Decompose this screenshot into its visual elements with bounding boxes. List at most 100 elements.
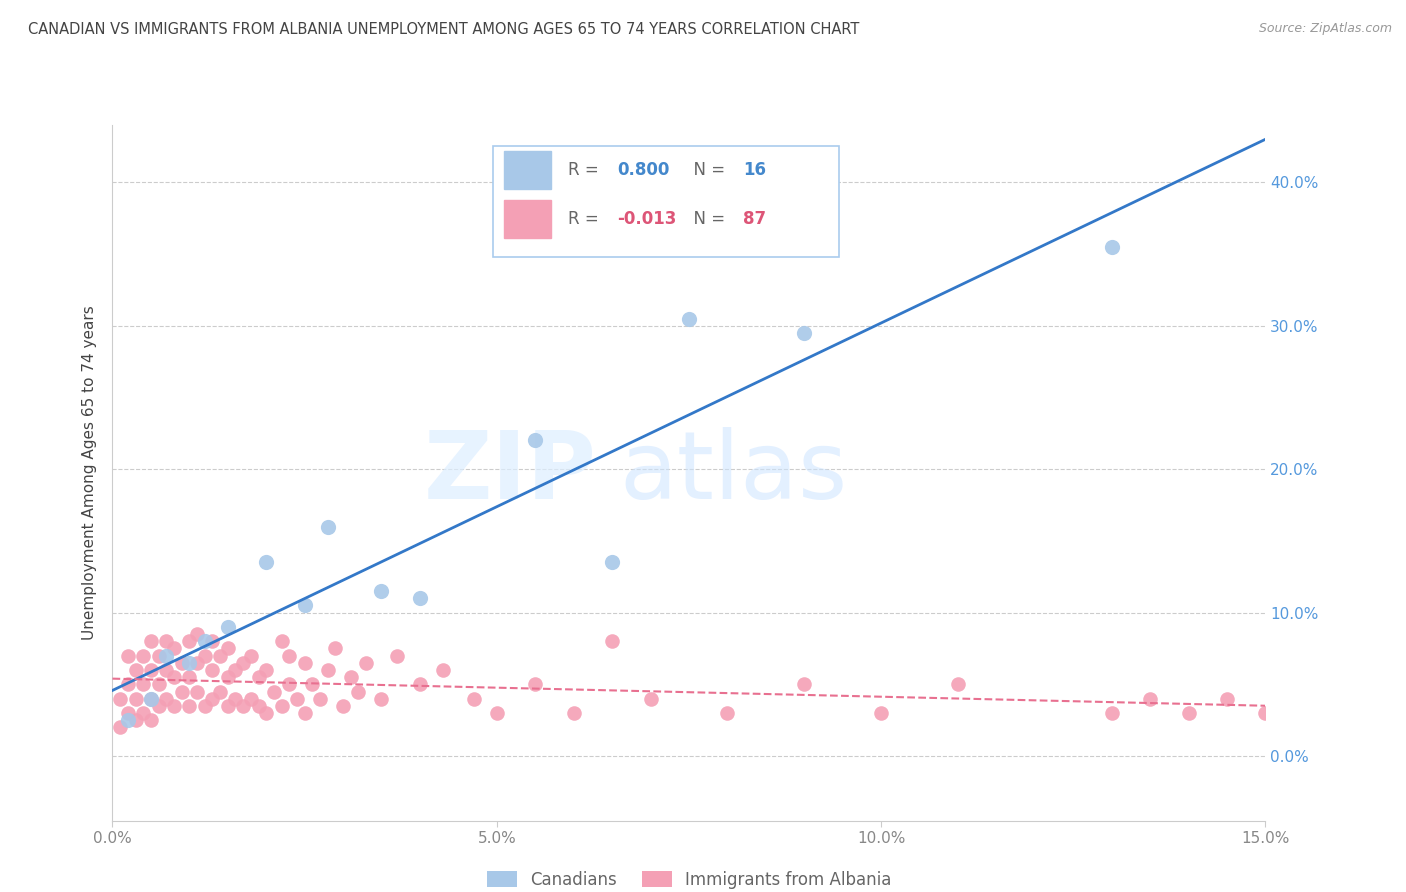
Point [155,691,177,706]
Point [217,620,239,634]
Point [217,641,239,656]
Point [217,698,239,713]
Point [793,677,815,691]
Point [217,670,239,684]
Point [124,691,146,706]
Point [946,677,969,691]
Point [370,691,392,706]
Point [347,684,370,698]
Point [485,706,508,720]
Point [155,634,177,648]
Point [201,634,224,648]
FancyBboxPatch shape [494,145,839,257]
Point [247,698,270,713]
Point [432,663,454,677]
Point [148,698,170,713]
Point [316,519,339,533]
Point [194,634,217,648]
Text: N =: N = [683,161,731,179]
Point [194,698,217,713]
Point [186,627,208,641]
Point [1254,706,1277,720]
Point [179,670,201,684]
Point [194,648,217,663]
Point [254,706,277,720]
Point [132,677,155,691]
Text: -0.013: -0.013 [617,210,676,227]
Point [155,663,177,677]
Point [232,656,254,670]
Point [209,684,232,698]
Point [163,641,186,656]
Text: atlas: atlas [620,426,848,519]
Point [1177,706,1199,720]
Point [524,434,547,448]
Legend: Canadians, Immigrants from Albania: Canadians, Immigrants from Albania [479,864,898,892]
Point [170,684,193,698]
Point [524,677,547,691]
Point [294,706,316,720]
Point [354,656,377,670]
Point [186,684,208,698]
Point [600,634,623,648]
Point [285,691,308,706]
Point [325,641,347,656]
Point [370,584,392,599]
Point [179,634,201,648]
Point [209,648,232,663]
Point [301,677,323,691]
Point [163,670,186,684]
Point [239,648,262,663]
Point [186,656,208,670]
Point [232,698,254,713]
Point [117,677,139,691]
Point [263,684,285,698]
Point [170,656,193,670]
Point [108,720,131,734]
Point [139,663,162,677]
Point [139,713,162,727]
Point [239,691,262,706]
Text: 0.800: 0.800 [617,161,669,179]
Point [463,691,485,706]
Text: 16: 16 [744,161,766,179]
Point [132,706,155,720]
Point [270,698,292,713]
Point [254,556,277,570]
Text: CANADIAN VS IMMIGRANTS FROM ALBANIA UNEMPLOYMENT AMONG AGES 65 TO 74 YEARS CORRE: CANADIAN VS IMMIGRANTS FROM ALBANIA UNEM… [28,22,859,37]
Point [155,648,177,663]
Point [309,691,332,706]
Point [224,691,246,706]
Point [409,591,432,606]
Point [600,556,623,570]
Point [278,648,301,663]
Bar [505,200,551,238]
Text: R =: R = [568,210,605,227]
Point [409,677,432,691]
Point [124,663,146,677]
Point [179,698,201,713]
Point [1101,240,1123,254]
Point [678,311,700,326]
Point [117,648,139,663]
Bar [505,151,551,189]
Point [124,713,146,727]
Point [254,663,277,677]
Point [139,634,162,648]
Text: Source: ZipAtlas.com: Source: ZipAtlas.com [1258,22,1392,36]
Point [270,634,292,648]
Point [278,677,301,691]
Point [139,691,162,706]
Point [294,656,316,670]
Point [224,663,246,677]
Point [332,698,354,713]
Point [640,691,662,706]
Text: N =: N = [683,210,731,227]
Point [201,663,224,677]
Point [316,663,339,677]
Point [339,670,361,684]
Point [1101,706,1123,720]
Point [139,691,162,706]
Point [1216,691,1239,706]
Point [108,691,131,706]
